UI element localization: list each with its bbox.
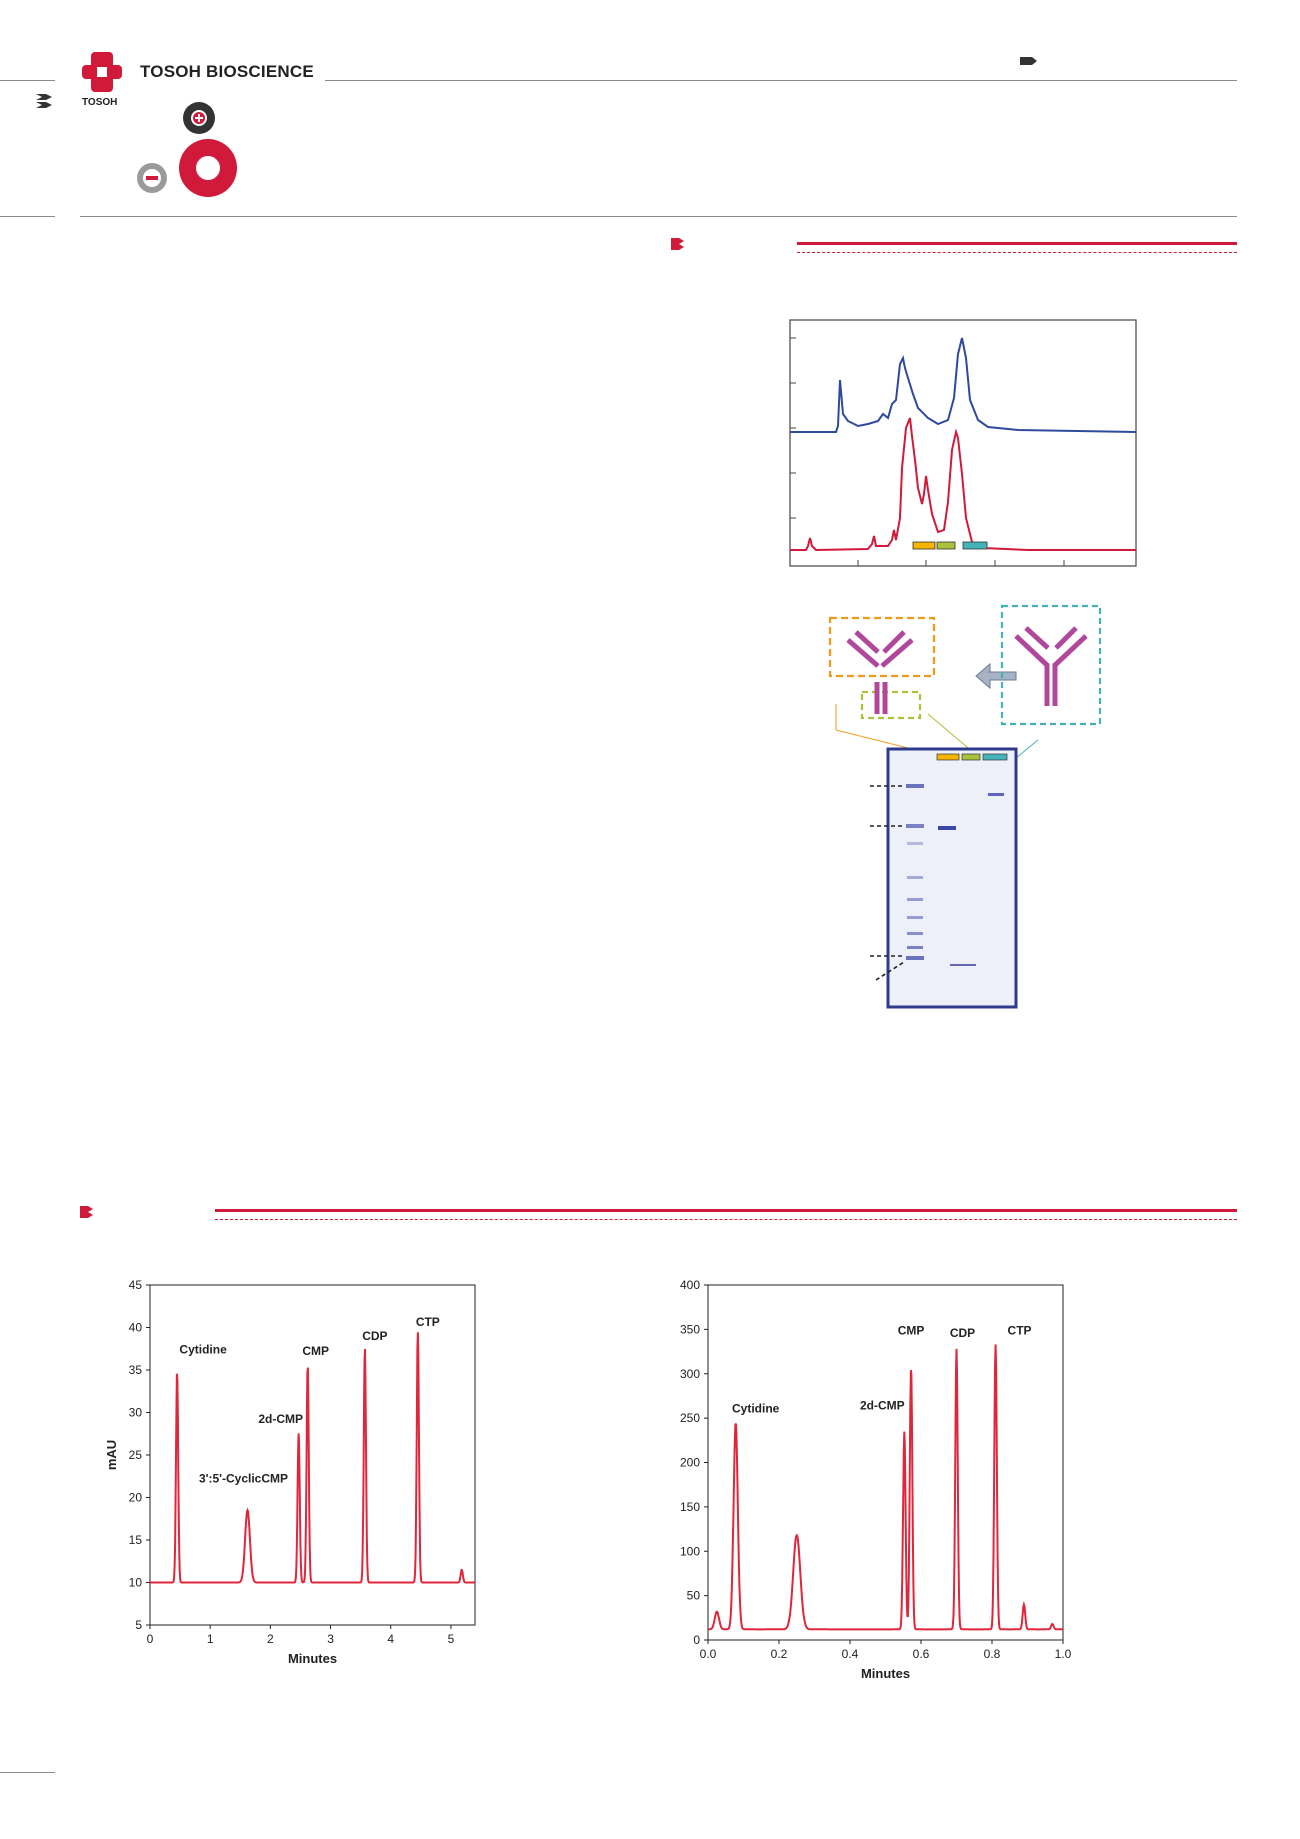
y-tick-label: 350 xyxy=(680,1322,700,1336)
peak-label: CMP xyxy=(302,1344,329,1358)
plot-frame xyxy=(707,1284,1064,1641)
y-tick-label: 250 xyxy=(680,1411,700,1425)
fraction-teal xyxy=(962,541,988,550)
header-left-rule xyxy=(0,80,55,81)
chromatogram-overlay xyxy=(789,319,1137,567)
y-axis-label: mAU xyxy=(104,1440,119,1470)
target-circle-icon xyxy=(179,139,237,197)
y-tick-label: 20 xyxy=(129,1491,143,1505)
bottom-red-rule xyxy=(215,1209,1237,1212)
chromatogram-frame xyxy=(789,319,1137,567)
lane-marker-green xyxy=(961,753,981,761)
right-chromatogram-trace xyxy=(708,1344,1064,1631)
y-tick-label: 200 xyxy=(680,1456,700,1470)
brand-name: TOSOH BIOSCIENCE xyxy=(140,62,314,81)
left-chromatogram-trace xyxy=(150,1332,475,1584)
y-tick-label: 300 xyxy=(680,1367,700,1381)
footer-left-rule xyxy=(0,1772,55,1773)
x-tick-label: 0.4 xyxy=(842,1647,859,1661)
x-tick-label: 4 xyxy=(387,1632,394,1646)
peak-label: 2d-CMP xyxy=(860,1398,905,1412)
y-tick-label: 150 xyxy=(680,1500,700,1514)
hinge-highlight-box xyxy=(860,690,922,720)
peak-label: CMP xyxy=(898,1324,925,1338)
section-marker-icon-bottom xyxy=(80,1206,93,1218)
y-tick-label: 45 xyxy=(129,1278,143,1292)
x-tick-label: 0.8 xyxy=(984,1647,1001,1661)
lane-marker-teal xyxy=(982,753,1008,761)
y-tick-label: 15 xyxy=(129,1533,143,1547)
section-marker-icon xyxy=(671,238,684,250)
antibody-diagram xyxy=(828,604,1102,726)
x-tick-label: 5 xyxy=(448,1632,455,1646)
peak-label: CTP xyxy=(1008,1323,1032,1337)
blue-trace xyxy=(790,337,1137,433)
intact-antibody-icon xyxy=(1014,626,1088,706)
x-tick-label: 3 xyxy=(327,1632,334,1646)
x-tick-label: 0.6 xyxy=(913,1647,930,1661)
lane-marker-yellow xyxy=(936,753,960,761)
peak-label: CTP xyxy=(416,1315,440,1329)
peak-label: Cytidine xyxy=(179,1343,227,1357)
y-tick-label: 10 xyxy=(129,1576,143,1590)
y-tick-label: 50 xyxy=(687,1589,701,1603)
fraction-green xyxy=(936,541,956,550)
y-tick-label: 5 xyxy=(135,1618,142,1632)
section-left-rule xyxy=(0,216,55,217)
x-tick-label: 2 xyxy=(267,1632,274,1646)
y-tick-label: 35 xyxy=(129,1363,143,1377)
y-tick-label: 30 xyxy=(129,1406,143,1420)
peak-label: 2d-CMP xyxy=(258,1412,303,1426)
x-tick-label: 0.2 xyxy=(771,1647,788,1661)
fraction-yellow xyxy=(912,541,936,550)
section-rule xyxy=(80,216,1237,217)
intact-antibody-box xyxy=(1000,604,1102,726)
y-tick-label: 0 xyxy=(693,1633,700,1647)
x-tick-label: 1.0 xyxy=(1055,1647,1072,1661)
chart-right: 0 50 100 150 200 250 300 350 400 0.0 0.2 0.4 0.6 0.8 1… xyxy=(680,1278,1072,1681)
bottom-dash-rule xyxy=(215,1219,1237,1220)
fab-highlight-box xyxy=(828,616,936,678)
red-trace xyxy=(790,417,1136,552)
peak-label: CDP xyxy=(362,1329,387,1343)
tosoh-logo-icon xyxy=(82,52,122,92)
fragment-antibody-icon xyxy=(846,630,914,714)
x-tick-label: 0.0 xyxy=(700,1647,717,1661)
peak-label: CDP xyxy=(950,1326,975,1340)
y-tick-label: 40 xyxy=(129,1321,143,1335)
x-tick-label: 0 xyxy=(147,1632,154,1646)
side-chevron-icon xyxy=(36,94,52,108)
x-axis-label: Minutes xyxy=(861,1666,910,1681)
y-tick-label: 25 xyxy=(129,1448,143,1462)
section-dash-rule xyxy=(797,252,1237,253)
sds-gel-image xyxy=(870,747,1018,1009)
y-tick-label: 100 xyxy=(680,1544,700,1558)
header-rule xyxy=(325,80,1237,81)
plus-circle-icon xyxy=(183,102,215,134)
conversion-arrow-icon xyxy=(975,662,1017,690)
peak-label: Cytidine xyxy=(732,1402,780,1416)
y-tick-label: 400 xyxy=(680,1278,700,1292)
arrow-right-icon xyxy=(1020,57,1037,65)
peak-label: 3':5'-CyclicCMP xyxy=(199,1471,288,1485)
x-tick-label: 1 xyxy=(207,1632,214,1646)
plot-frame xyxy=(149,1284,476,1626)
minus-circle-icon xyxy=(137,163,167,193)
section-red-rule xyxy=(797,242,1237,245)
logo-wordmark: TOSOH xyxy=(82,97,118,108)
x-axis-label: Minutes xyxy=(288,1651,337,1666)
